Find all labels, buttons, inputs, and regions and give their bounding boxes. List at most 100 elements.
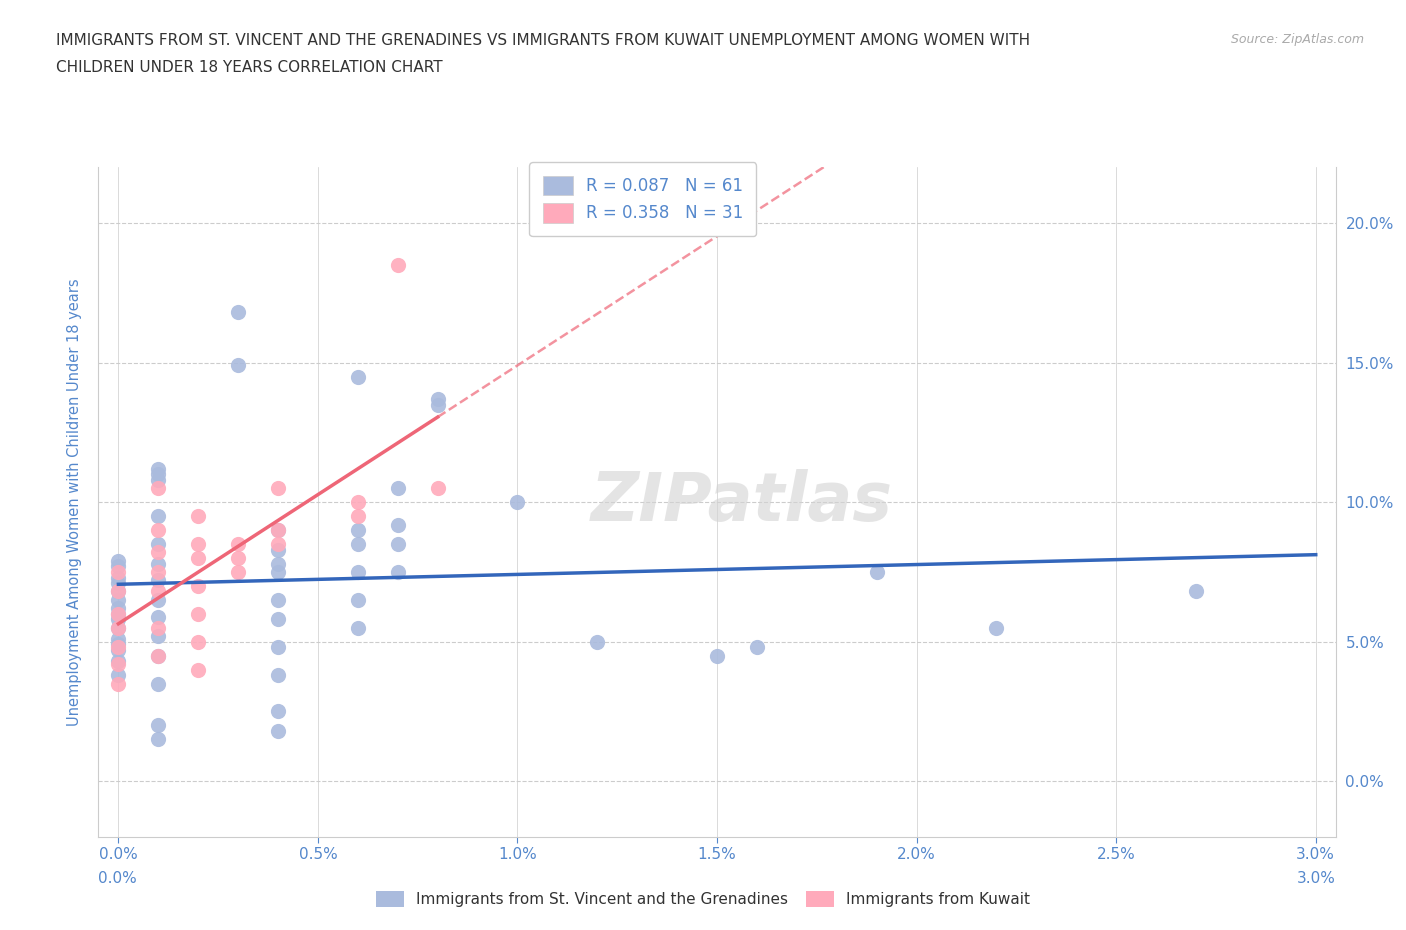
Y-axis label: Unemployment Among Women with Children Under 18 years: Unemployment Among Women with Children U… [67,278,83,726]
Point [267,523,290,538]
Point [506,495,529,510]
Point [107,570,129,585]
Point [347,592,370,607]
Point [148,732,170,747]
Legend: Immigrants from St. Vincent and the Grenadines, Immigrants from Kuwait: Immigrants from St. Vincent and the Gren… [370,884,1036,913]
Point [706,648,728,663]
Point [986,620,1008,635]
Point [347,369,370,384]
Point [107,668,129,683]
Point [148,481,170,496]
Point [107,606,129,621]
Point [107,620,129,635]
Point [387,565,409,579]
Point [267,704,290,719]
Point [148,565,170,579]
Point [148,472,170,487]
Point [226,358,249,373]
Point [267,668,290,683]
Point [226,537,249,551]
Point [107,654,129,669]
Point [226,565,249,579]
Point [148,556,170,571]
Point [107,576,129,591]
Point [267,612,290,627]
Point [148,592,170,607]
Point [267,523,290,538]
Point [107,643,129,658]
Point [148,467,170,482]
Point [107,592,129,607]
Point [148,573,170,588]
Point [107,559,129,574]
Point [187,578,209,593]
Point [347,495,370,510]
Point [107,631,129,646]
Point [107,601,129,616]
Point [226,551,249,565]
Point [107,676,129,691]
Point [267,724,290,738]
Text: 3.0%: 3.0% [1296,871,1336,886]
Point [347,523,370,538]
Point [107,606,129,621]
Legend: R = 0.087   N = 61, R = 0.358   N = 31: R = 0.087 N = 61, R = 0.358 N = 31 [529,163,756,236]
Point [267,565,290,579]
Point [347,509,370,524]
Point [107,612,129,627]
Point [226,305,249,320]
Point [148,523,170,538]
Point [187,509,209,524]
Point [187,606,209,621]
Point [107,657,129,671]
Text: ZIPatlas: ZIPatlas [591,470,893,535]
Point [107,584,129,599]
Point [267,592,290,607]
Point [148,584,170,599]
Point [387,517,409,532]
Text: 0.0%: 0.0% [98,871,138,886]
Point [387,258,409,272]
Point [267,481,290,496]
Point [148,545,170,560]
Text: IMMIGRANTS FROM ST. VINCENT AND THE GRENADINES VS IMMIGRANTS FROM KUWAIT UNEMPLO: IMMIGRANTS FROM ST. VINCENT AND THE GREN… [56,33,1031,47]
Point [187,634,209,649]
Point [148,718,170,733]
Point [187,537,209,551]
Point [148,676,170,691]
Text: CHILDREN UNDER 18 YEARS CORRELATION CHART: CHILDREN UNDER 18 YEARS CORRELATION CHAR… [56,60,443,75]
Point [107,637,129,652]
Point [107,565,129,579]
Point [107,620,129,635]
Point [148,537,170,551]
Point [387,481,409,496]
Point [148,648,170,663]
Point [148,629,170,644]
Point [586,634,609,649]
Point [347,537,370,551]
Point [148,461,170,476]
Point [426,392,449,406]
Point [426,397,449,412]
Point [148,648,170,663]
Point [148,609,170,624]
Point [426,481,449,496]
Point [866,565,889,579]
Point [267,542,290,557]
Point [107,553,129,568]
Point [267,556,290,571]
Text: Source: ZipAtlas.com: Source: ZipAtlas.com [1230,33,1364,46]
Point [387,537,409,551]
Point [347,565,370,579]
Point [148,509,170,524]
Point [107,640,129,655]
Point [1185,584,1208,599]
Point [148,620,170,635]
Point [745,640,768,655]
Point [107,584,129,599]
Point [267,537,290,551]
Point [267,640,290,655]
Point [187,662,209,677]
Point [347,620,370,635]
Point [187,551,209,565]
